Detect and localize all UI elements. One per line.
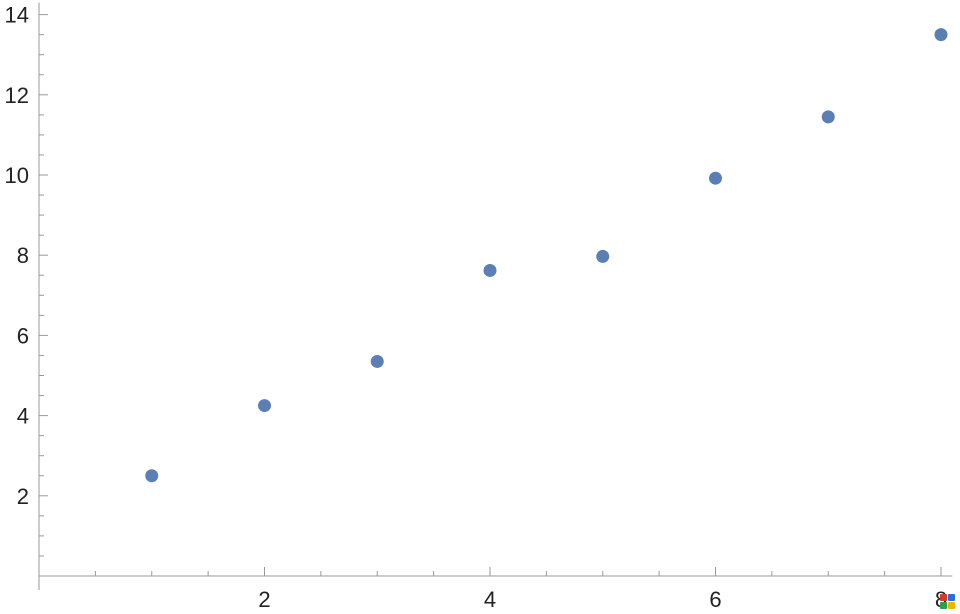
y-axis: 2 4 6 8 10 12 14: [5, 2, 48, 590]
data-point: [821, 110, 835, 124]
y-tick-label: 12: [5, 83, 29, 108]
data-point: [709, 171, 722, 185]
y-tick-label: 6: [17, 323, 29, 348]
data-point: [258, 399, 271, 413]
y-tick-label: 2: [17, 484, 29, 509]
data-point: [370, 354, 384, 368]
badge-square-red: [940, 594, 947, 601]
data-point: [483, 263, 497, 277]
x-tick-label: 4: [484, 587, 496, 612]
data-point: [934, 28, 948, 42]
y-tick-label: 4: [17, 404, 29, 429]
x-tick-label: 6: [709, 587, 721, 612]
badge-square-green: [940, 602, 947, 609]
plot-tool-badge-icon[interactable]: [940, 594, 956, 610]
y-tick-label: 8: [17, 243, 29, 268]
y-tick-label: 10: [5, 163, 29, 188]
badge-square-blue: [948, 594, 955, 601]
badge-square-yellow: [948, 602, 955, 609]
data-points: [145, 28, 948, 483]
data-point: [145, 469, 159, 483]
y-tick-label: 14: [5, 3, 29, 28]
data-point: [596, 249, 610, 263]
x-tick-label: 2: [258, 587, 270, 612]
